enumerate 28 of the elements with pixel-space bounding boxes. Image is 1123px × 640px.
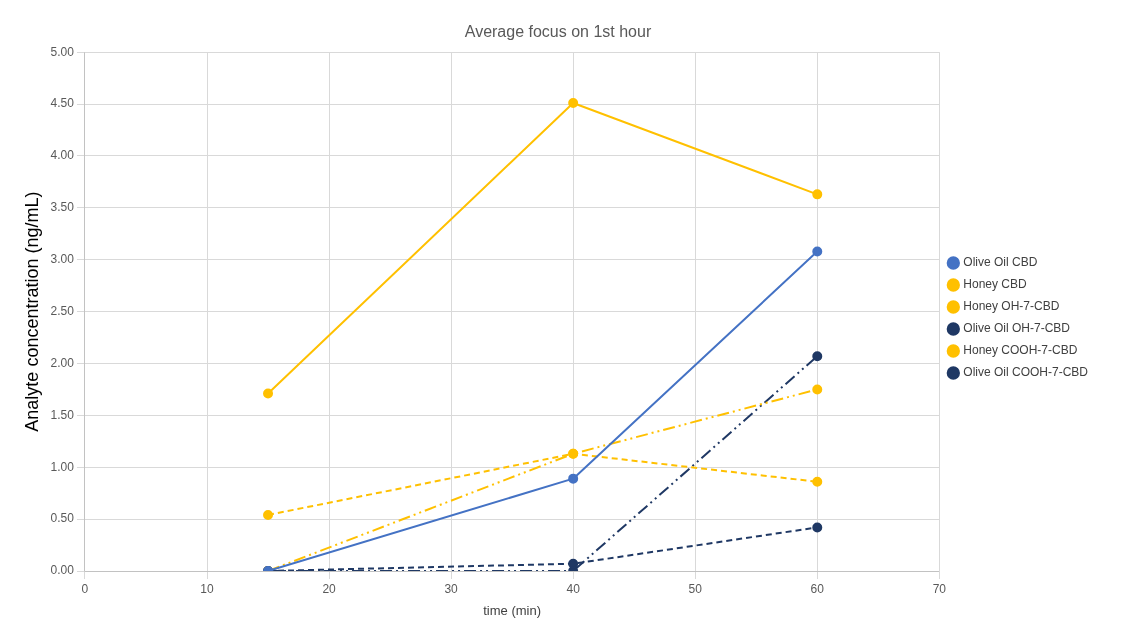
legend-label: Olive Oil CBD (963, 255, 1038, 270)
y-tick-label: 0.00 (50, 563, 75, 578)
y-tick-label: 4.00 (50, 148, 75, 163)
y-tick-label: 4.50 (50, 96, 75, 111)
legend-label: Honey COOH-7-CBD (963, 343, 1078, 358)
y-tick-label: 5.00 (50, 44, 75, 59)
y-tick-label: 3.50 (50, 200, 75, 215)
legend-label: Honey CBD (963, 277, 1028, 292)
x-tick-label: 60 (810, 581, 825, 596)
y-tick-label: 1.50 (50, 407, 75, 422)
y-tick-label: 2.00 (50, 355, 75, 370)
y-tick-label: 1.00 (50, 459, 75, 474)
chart-title: Average focus on 1st hour (464, 23, 652, 41)
legend-label: Honey OH-7-CBD (963, 299, 1060, 314)
legend-label: Olive Oil OH-7-CBD (963, 321, 1071, 336)
x-tick-label: 20 (322, 581, 337, 596)
x-tick-label: 40 (566, 581, 581, 596)
y-tick-label: 3.00 (50, 252, 75, 267)
x-tick-label: 50 (688, 581, 703, 596)
x-tick-label: 30 (444, 581, 459, 596)
y-tick-label: 0.50 (50, 511, 75, 526)
y-axis-title: Analyte concentration (ng/mL) (21, 191, 42, 432)
x-tick-label: 0 (81, 581, 89, 596)
legend-label: Olive Oil COOH-7-CBD (963, 365, 1089, 380)
x-tick-label: 70 (932, 581, 947, 596)
y-tick-label: 2.50 (50, 303, 75, 318)
x-axis-title: time (min) (483, 602, 542, 618)
x-tick-label: 10 (200, 581, 214, 596)
